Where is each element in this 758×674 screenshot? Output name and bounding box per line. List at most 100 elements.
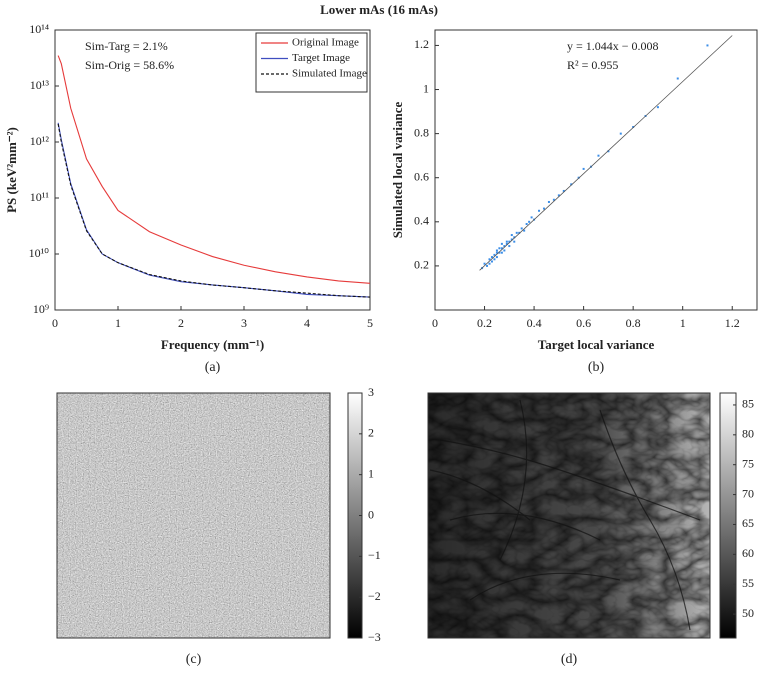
scatter-point	[488, 262, 491, 265]
colorbar-tick-label: 65	[742, 516, 754, 530]
panel-caption: (c)	[186, 652, 202, 667]
y-tick-label: 0.4	[414, 214, 429, 228]
plot-frame	[434, 29, 758, 311]
scatter-point	[508, 245, 511, 248]
scatter-point	[503, 245, 506, 248]
scatter-point	[570, 183, 573, 186]
colorbar-tick-label: 60	[742, 546, 754, 560]
scatter-point	[518, 231, 521, 234]
scatter-point	[557, 194, 560, 197]
annotation: Sim-Targ = 2.1%	[85, 39, 168, 53]
x-tick-label: 2	[178, 316, 184, 330]
y-axis-label: PS (keV²mm⁻²)	[4, 127, 19, 213]
annotation: y = 1.044x − 0.008	[567, 39, 659, 53]
panel-caption: (a)	[205, 360, 221, 375]
scatter-point	[607, 150, 610, 153]
x-tick-label: 1	[680, 316, 686, 330]
scatter-point	[525, 223, 528, 226]
line-series	[57, 123, 371, 298]
x-tick-label: 0.4	[527, 316, 542, 330]
scatter-point	[500, 247, 503, 250]
annotation: Sim-Orig = 58.6%	[85, 58, 174, 72]
colorbar-tick-label: 80	[742, 427, 754, 441]
scatter-point	[513, 240, 516, 243]
x-tick-label: 0.6	[576, 316, 591, 330]
x-tick-label: 0.2	[477, 316, 492, 330]
scatter-point	[523, 229, 526, 232]
scatter-point	[530, 216, 533, 219]
scatter-point	[562, 189, 565, 192]
y-tick-label: 10¹³	[30, 78, 50, 92]
tissue-fibers	[429, 399, 701, 631]
x-tick-label: 0.8	[626, 316, 641, 330]
legend-label: Target Image	[292, 52, 350, 64]
x-tick-label: 3	[241, 316, 247, 330]
annotation: R² = 0.955	[567, 58, 618, 72]
line-series	[57, 55, 371, 284]
colorbar-tick-label: −2	[368, 589, 381, 603]
scatter-point	[495, 251, 498, 254]
scatter-point	[483, 262, 486, 265]
line-series	[57, 122, 371, 298]
colorbar-tick-label: 3	[368, 385, 374, 399]
scatter-point	[582, 167, 585, 170]
scatter-point	[510, 238, 513, 241]
scatter-point	[503, 249, 506, 252]
figure-title: Lower mAs (16 mAs)	[320, 2, 438, 17]
y-tick-label: 0.6	[414, 169, 429, 183]
scatter-point	[505, 240, 508, 243]
x-tick-label: 0	[52, 316, 58, 330]
scatter-point	[498, 251, 501, 254]
scatter-point	[505, 242, 508, 245]
plot-frame	[54, 29, 371, 311]
scatter-point	[508, 240, 511, 243]
colorbar-tick-label: −3	[368, 630, 381, 644]
scatter-point	[619, 132, 622, 135]
scatter-point	[538, 209, 541, 212]
image-frame	[56, 392, 331, 639]
colorbar-tick-label: 1	[368, 466, 374, 480]
y-tick-label: 10¹⁰	[29, 246, 50, 260]
scatter-point	[498, 247, 501, 250]
x-axis-label: Frequency (mm⁻¹)	[161, 337, 264, 352]
colorbar-tick-label: 0	[368, 507, 374, 521]
scatter-point	[656, 106, 659, 109]
scatter-point	[676, 77, 679, 80]
image-frame	[427, 392, 711, 639]
y-tick-label: 10¹²	[30, 134, 50, 148]
scatter-point	[490, 260, 493, 263]
legend-label: Simulated Image	[292, 68, 367, 80]
scatter-point	[500, 242, 503, 245]
scatter-point	[495, 249, 498, 252]
colorbar-tick-label: 55	[742, 576, 754, 590]
colorbar-tick-label: 85	[742, 397, 754, 411]
x-tick-label: 1.2	[725, 316, 740, 330]
y-tick-label: 10¹¹	[30, 190, 50, 204]
y-tick-label: 10⁹	[33, 302, 49, 316]
scatter-point	[510, 234, 513, 237]
legend-box	[255, 32, 368, 93]
scatter-point	[520, 227, 523, 230]
scatter-point	[542, 207, 545, 210]
y-tick-label: 0.2	[414, 258, 429, 272]
x-tick-label: 1	[115, 316, 121, 330]
scatter-point	[547, 200, 550, 203]
colorbar-tick-label: 75	[742, 456, 754, 470]
scatter-point	[515, 231, 518, 234]
scatter-point	[490, 256, 493, 259]
y-axis-label: Simulated local variance	[390, 102, 405, 239]
y-tick-label: 10¹⁴	[29, 22, 49, 36]
scatter-point	[500, 251, 503, 254]
legend-label: Original Image	[292, 37, 359, 49]
colorbar-tick-label: 50	[742, 606, 754, 620]
scatter-point	[488, 258, 491, 261]
panel-caption: (d)	[561, 652, 578, 667]
panel-caption: (b)	[588, 360, 605, 375]
scatter-point	[552, 198, 555, 201]
scatter-point	[495, 256, 498, 259]
x-tick-label: 4	[304, 316, 310, 330]
scatter-point	[632, 126, 635, 129]
y-tick-label: 1.2	[414, 37, 429, 51]
colorbar-tick-label: 2	[368, 426, 374, 440]
